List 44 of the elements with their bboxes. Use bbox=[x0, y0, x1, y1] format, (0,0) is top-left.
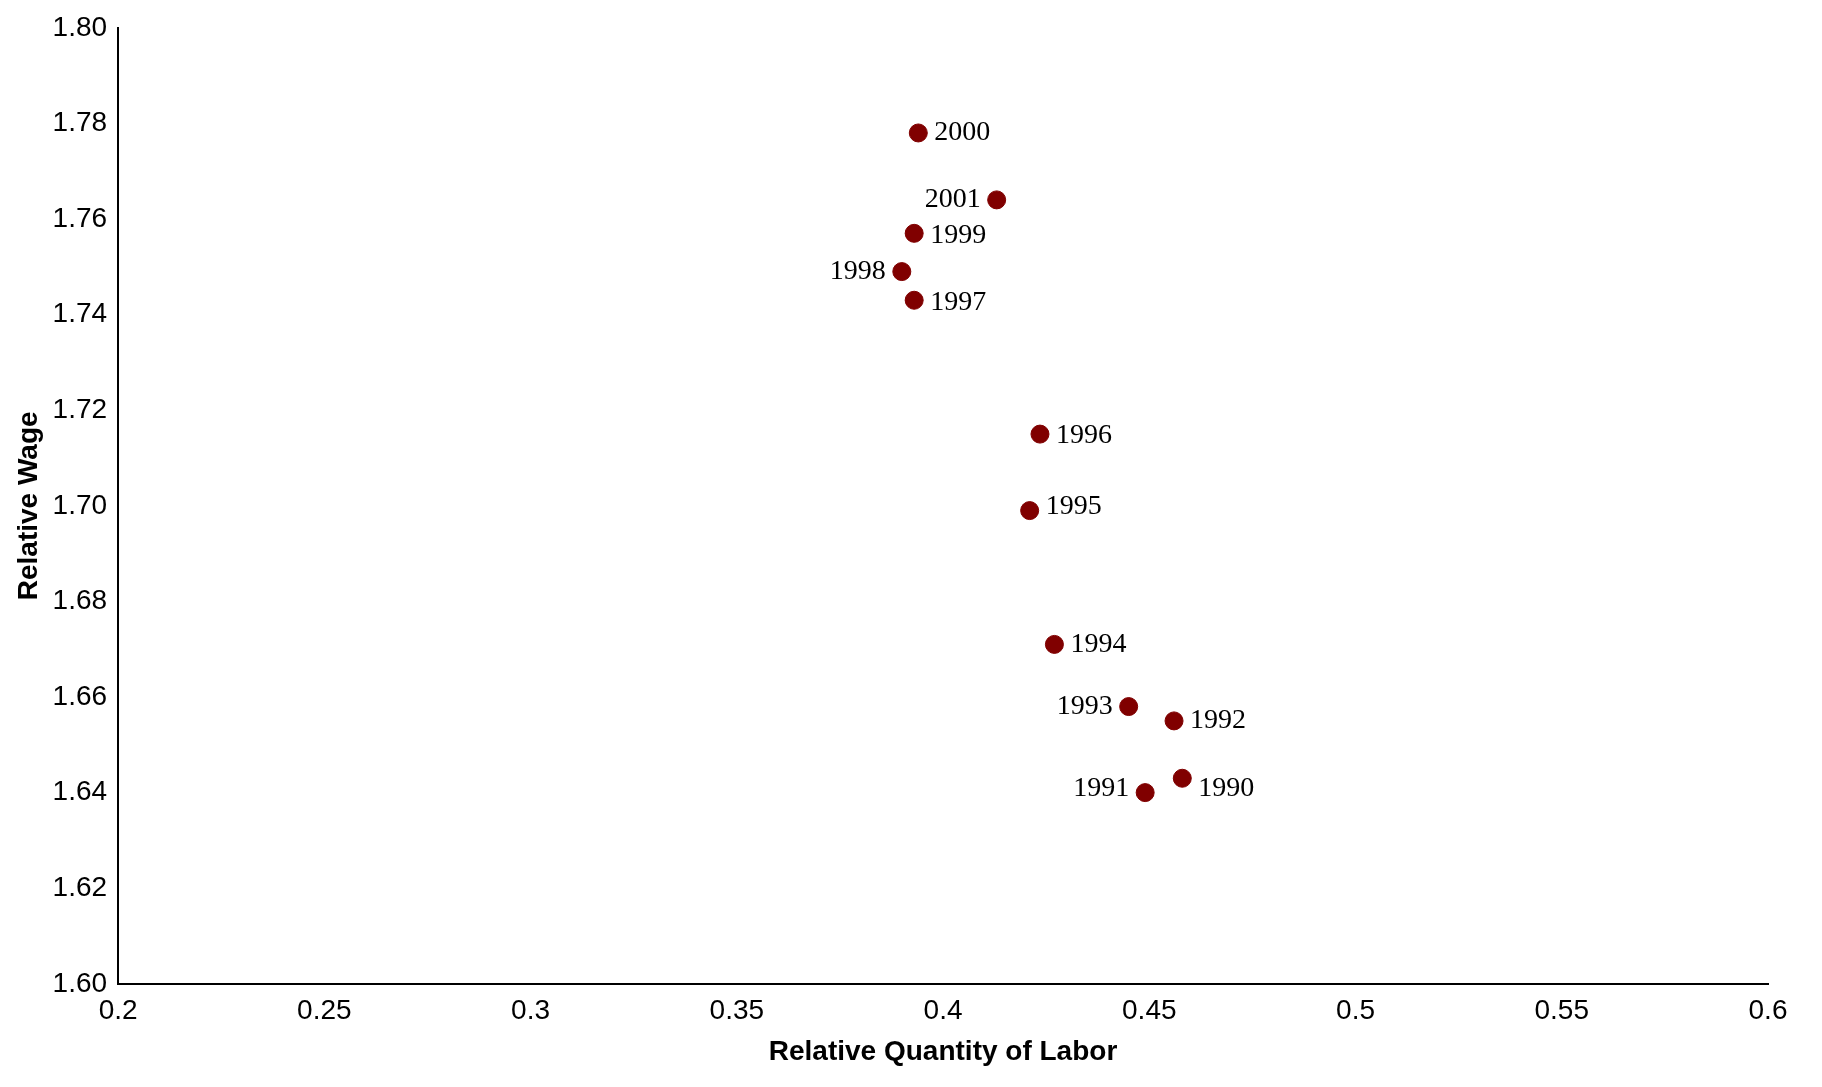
annotation: 1991 bbox=[1073, 770, 1130, 802]
point bbox=[1030, 424, 1050, 444]
x-tick-label: 0.6 bbox=[1748, 994, 1788, 1026]
annotation: 1999 bbox=[930, 217, 987, 249]
annotation: 1998 bbox=[829, 253, 886, 285]
annotation: 1992 bbox=[1190, 703, 1247, 735]
y-tick-label: 1.62 bbox=[52, 870, 108, 902]
annotation: 2000 bbox=[934, 115, 991, 147]
point bbox=[1119, 697, 1139, 717]
annotation: 1996 bbox=[1055, 418, 1112, 450]
y-tick-label: 1.66 bbox=[52, 679, 108, 711]
y-axis-title: Relative Wage bbox=[11, 411, 43, 601]
annotation: 2001 bbox=[924, 182, 981, 214]
y-tick-label: 1.68 bbox=[52, 584, 108, 616]
x-tick-label: 0.35 bbox=[709, 994, 765, 1026]
y-tick-label: 1.78 bbox=[52, 106, 108, 138]
point bbox=[1172, 768, 1192, 788]
point bbox=[904, 223, 924, 243]
y-tick-label: 1.64 bbox=[52, 775, 108, 807]
annotation: 1990 bbox=[1198, 770, 1255, 802]
point bbox=[908, 123, 928, 143]
annotation: 1994 bbox=[1070, 626, 1127, 658]
x-tick-label: 0.4 bbox=[923, 994, 963, 1026]
point bbox=[904, 290, 924, 310]
y-tick-label: 1.76 bbox=[52, 201, 108, 233]
x-tick-label: 0.3 bbox=[511, 994, 551, 1026]
point bbox=[1135, 783, 1155, 803]
y-tick-label: 1.74 bbox=[52, 297, 108, 329]
y-tick-label: 1.80 bbox=[52, 10, 108, 42]
x-tick-label: 0.45 bbox=[1122, 994, 1177, 1026]
point bbox=[892, 262, 912, 282]
y-tick-label: 1.70 bbox=[52, 488, 108, 520]
point bbox=[1164, 711, 1184, 731]
x-axis-title: Relative Quantity of Labor bbox=[768, 1034, 1118, 1066]
y-tick-label: 1.72 bbox=[52, 392, 108, 424]
annotation: 1997 bbox=[930, 284, 987, 316]
point bbox=[1044, 634, 1064, 654]
annotation: 1995 bbox=[1045, 488, 1102, 520]
annotation: 1993 bbox=[1056, 688, 1113, 720]
x-tick-label: 0.5 bbox=[1336, 994, 1375, 1026]
x-tick-label: 0.25 bbox=[297, 994, 352, 1026]
point bbox=[1020, 501, 1040, 521]
point bbox=[987, 190, 1007, 210]
x-tick-label: 0.55 bbox=[1534, 994, 1590, 1026]
